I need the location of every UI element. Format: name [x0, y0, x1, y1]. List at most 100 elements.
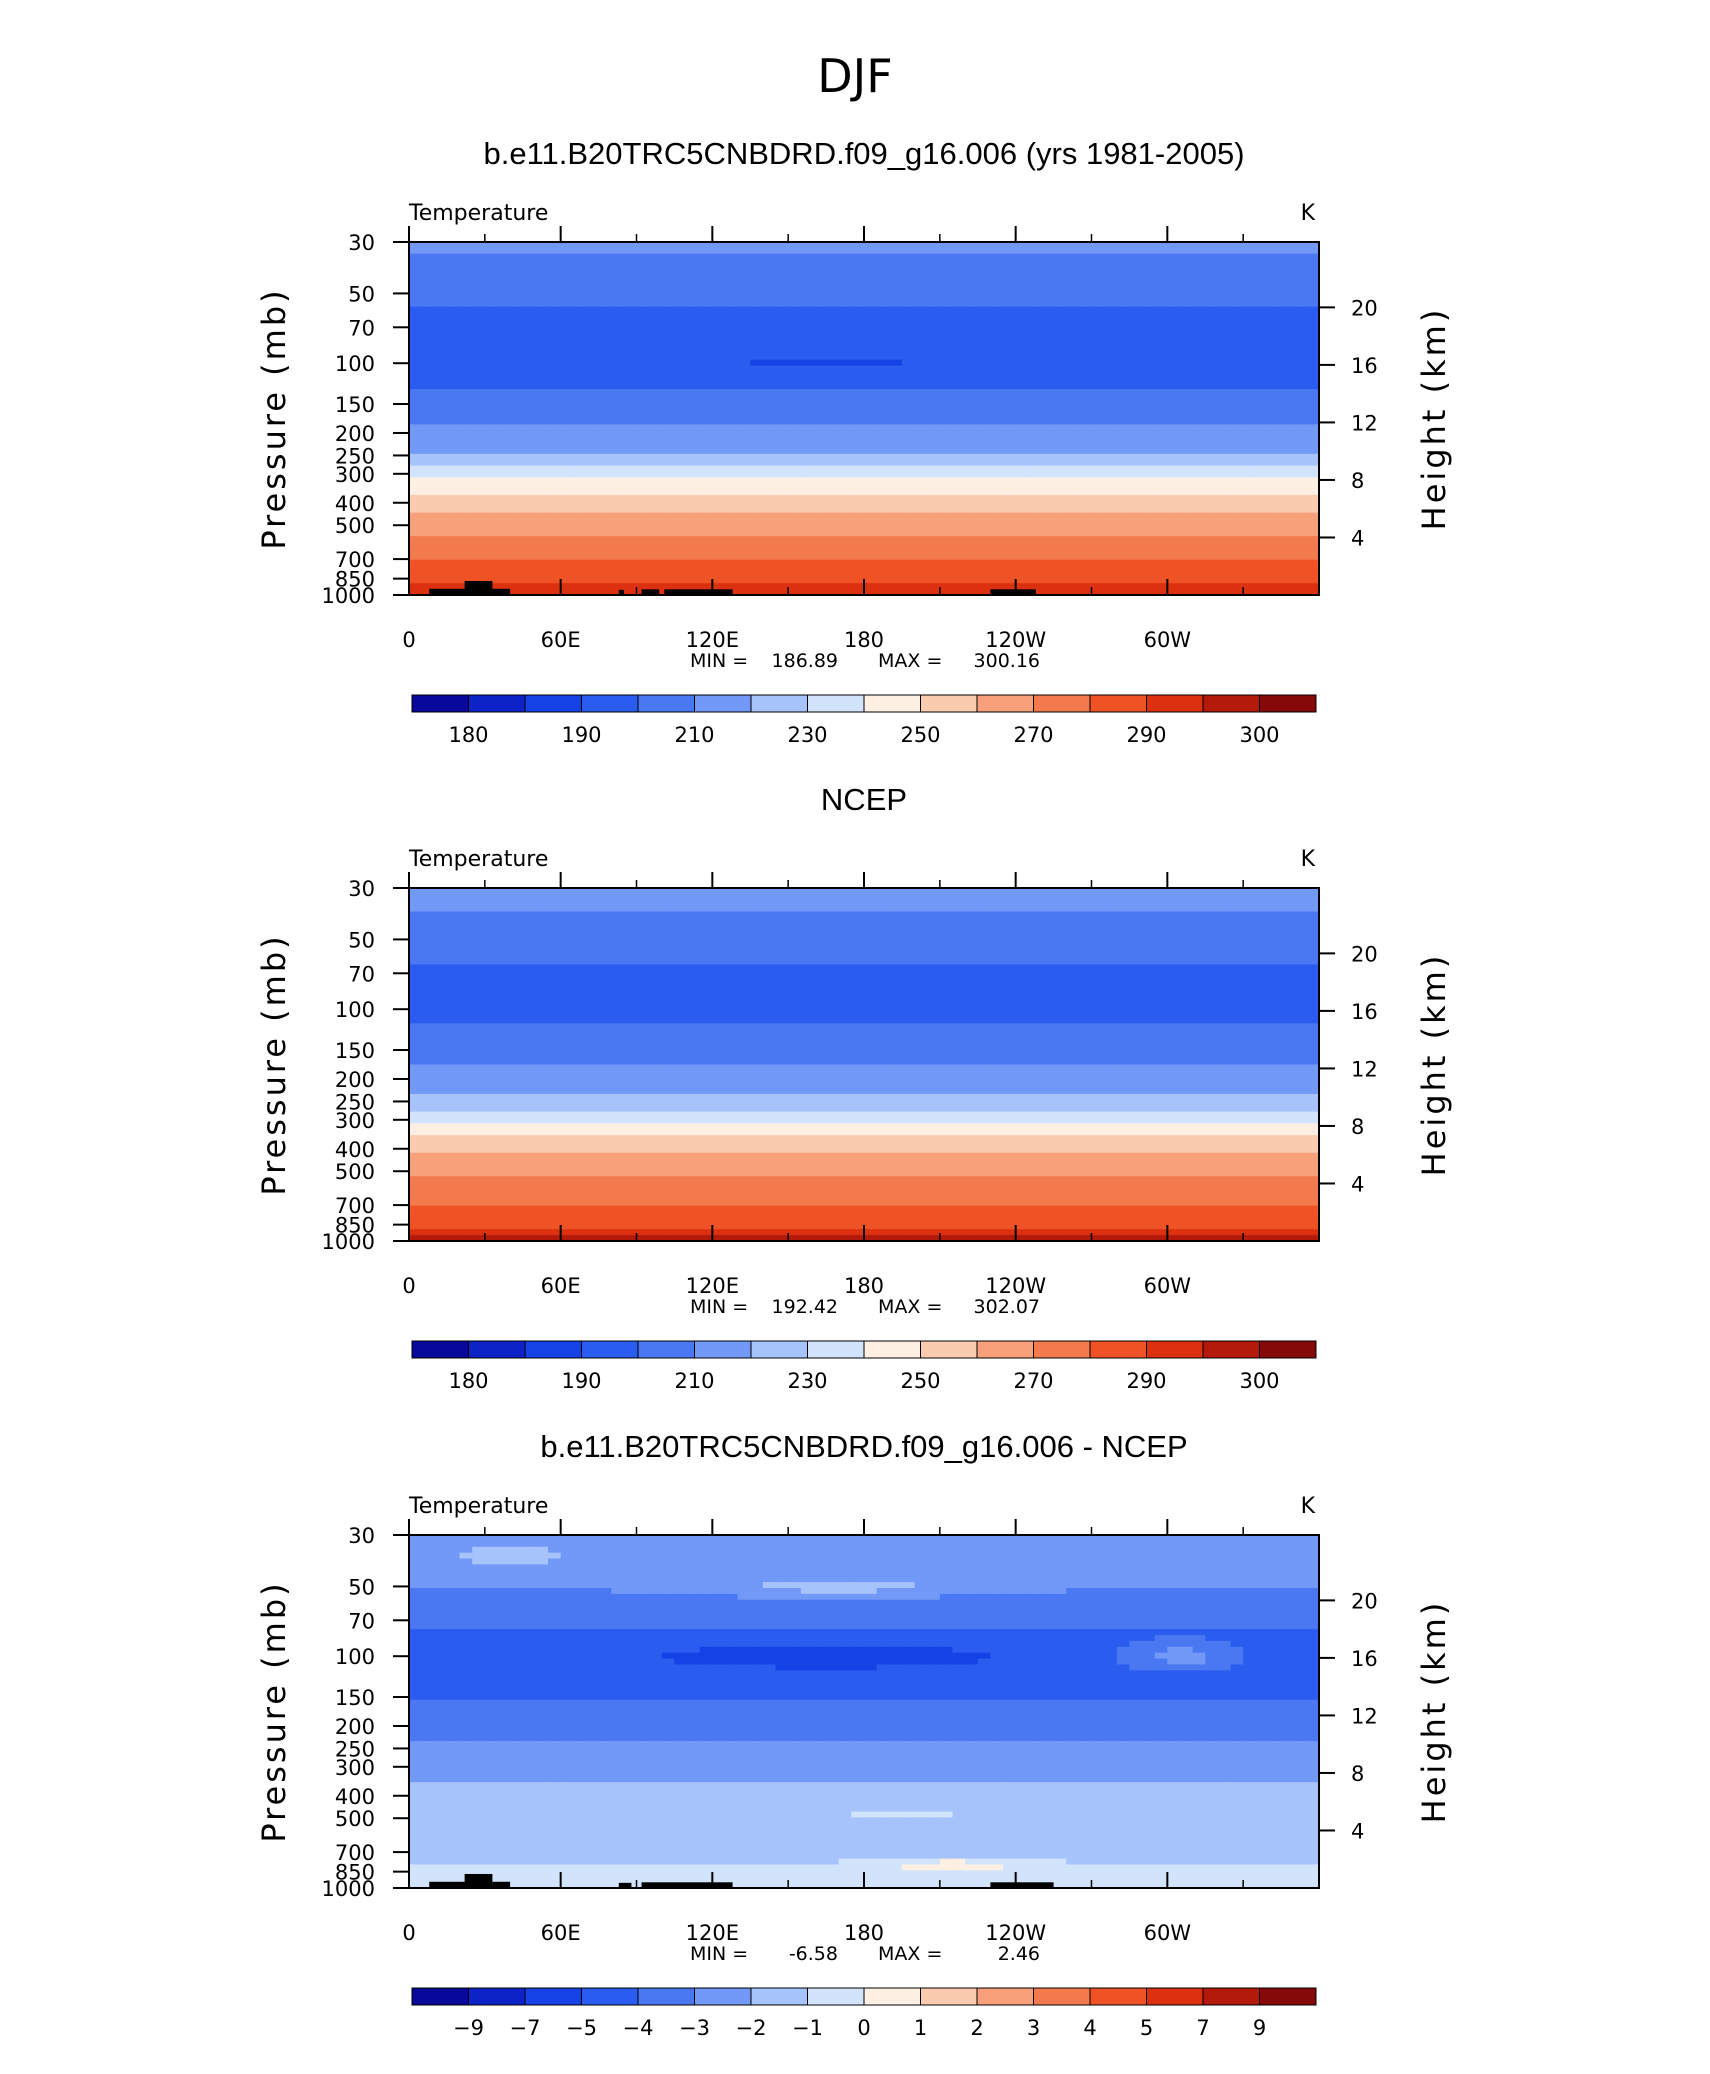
contour-cell: [687, 271, 701, 278]
contour-cell: [952, 524, 966, 531]
contour-cell: [548, 559, 562, 567]
colorbar-box: [694, 694, 752, 713]
contour-cell: [1179, 283, 1194, 290]
contour-cell: [687, 242, 701, 249]
contour-cell: [510, 347, 524, 355]
contour-cell: [1066, 542, 1080, 549]
contour-cell: [649, 318, 663, 325]
contour-cell: [965, 494, 979, 502]
contour-cell: [573, 447, 587, 455]
contour-cell: [573, 893, 587, 901]
contour-cell: [522, 406, 536, 414]
contour-cell: [1142, 406, 1156, 414]
contour-cell: [737, 577, 751, 584]
contour-cell: [712, 489, 726, 496]
contour-cell: [1040, 359, 1055, 367]
contour-cell: [1293, 512, 1307, 520]
contour-cell: [1281, 471, 1295, 478]
contour-cell: [1078, 294, 1093, 302]
contour-cell: [1154, 559, 1168, 567]
contour-cell: [535, 512, 549, 520]
contour-cell: [737, 336, 751, 343]
contour-cell: [813, 253, 827, 261]
contour-cell: [661, 377, 676, 384]
contour-cell: [687, 917, 701, 924]
contour-cell: [472, 430, 486, 437]
contour-cell: [775, 336, 789, 343]
contour-cell: [712, 294, 726, 302]
contour-cell: [838, 923, 852, 930]
contour-cell: [1192, 494, 1206, 502]
contour-cell: [750, 506, 764, 514]
contour-cell: [548, 330, 562, 337]
contour-cell: [484, 494, 499, 502]
contour-cell: [1104, 430, 1118, 437]
contour-cell: [1116, 524, 1131, 531]
contour-cell: [1293, 371, 1307, 378]
contour-cell: [434, 530, 448, 537]
contour-cell: [1154, 494, 1168, 502]
contour-cell: [409, 917, 423, 924]
contour-cell: [522, 271, 536, 278]
contour-cell: [585, 911, 600, 919]
contour-cell: [472, 888, 486, 895]
contour-cell: [674, 506, 688, 514]
contour-cell: [421, 547, 435, 555]
contour-cell: [851, 453, 865, 461]
contour-cell: [1167, 447, 1181, 455]
contour-cell: [876, 253, 890, 261]
contour-cell: [1078, 342, 1093, 349]
contour-cell: [674, 436, 688, 443]
contour-cell: [724, 512, 739, 520]
contour-cell: [901, 253, 916, 261]
contour-cell: [788, 400, 802, 408]
contour-cell: [1066, 471, 1080, 478]
contour-cell: [459, 330, 473, 337]
contour-cell: [826, 471, 840, 478]
contour-cell: [598, 247, 612, 255]
contour-cell: [901, 330, 916, 337]
contour-cell: [421, 430, 435, 437]
contour-cell: [687, 342, 701, 349]
contour-cell: [1015, 406, 1029, 414]
contour-cell: [1040, 365, 1055, 373]
contour-cell: [1281, 893, 1295, 901]
contour-cell: [1306, 336, 1320, 343]
contour-cell: [535, 494, 549, 502]
contour-cell: [762, 559, 777, 567]
contour-cell: [775, 453, 789, 461]
contour-cell: [914, 277, 928, 284]
contour-cell: [573, 565, 587, 573]
contour-cell: [1129, 418, 1143, 425]
contour-cell: [585, 277, 600, 284]
contour-cell: [952, 430, 966, 437]
contour-cell: [510, 306, 524, 314]
contour-cell: [598, 589, 612, 596]
contour-cell: [636, 471, 650, 478]
colorbar-label: 250: [900, 723, 940, 747]
contour-cell: [927, 494, 941, 502]
contour-cell: [497, 893, 511, 901]
contour-cell: [522, 265, 536, 273]
contour-cell: [1167, 512, 1181, 520]
contour-cell: [1078, 412, 1093, 420]
contour-cell: [1268, 371, 1282, 378]
contour-cell: [434, 412, 448, 420]
contour-cell: [421, 542, 435, 549]
contour-cell: [1243, 383, 1257, 390]
contour-cell: [838, 453, 852, 461]
contour-cell: [522, 559, 536, 567]
contour-cell: [573, 577, 587, 584]
contour-cell: [914, 888, 928, 895]
contour-cell: [1167, 383, 1181, 390]
contour-cell: [484, 271, 499, 278]
contour-cell: [1255, 294, 1270, 302]
contour-cell: [1243, 905, 1257, 913]
contour-cell: [952, 577, 966, 584]
contour-cell: [560, 542, 574, 549]
contour-cell: [434, 536, 448, 543]
contour-cell: [1078, 905, 1093, 913]
contour-cell: [939, 336, 954, 343]
contour-cell: [1142, 336, 1156, 343]
contour-cell: [459, 518, 473, 525]
